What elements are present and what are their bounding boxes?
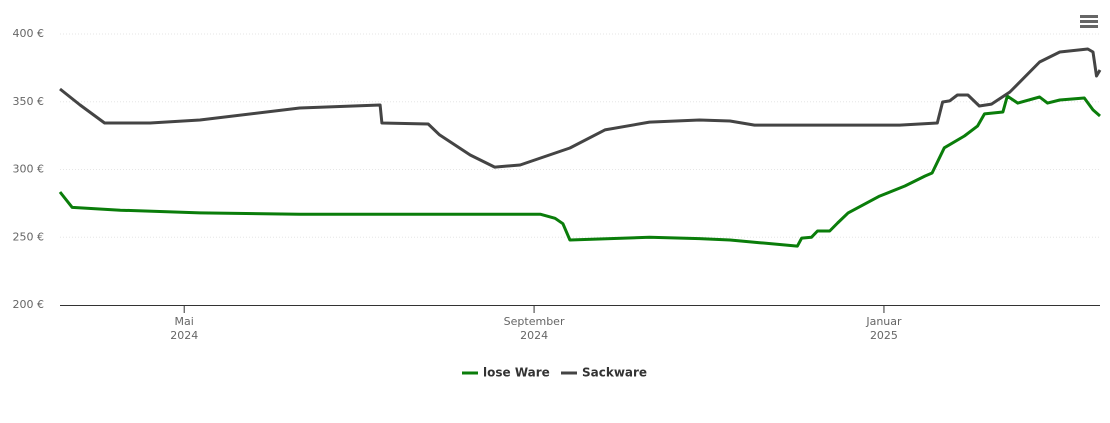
x-tick-label: Januar bbox=[865, 315, 902, 328]
legend-label: lose Ware bbox=[483, 366, 550, 380]
x-tick-label: 2024 bbox=[170, 329, 198, 342]
y-tick-label: 200 € bbox=[13, 298, 45, 311]
y-tick-label: 350 € bbox=[13, 95, 45, 108]
line bbox=[58, 94, 1101, 248]
x-tick-label: 2025 bbox=[870, 329, 898, 342]
menu-bar bbox=[1080, 15, 1098, 18]
x-tick-label: 2024 bbox=[520, 329, 548, 342]
menu-bar bbox=[1080, 20, 1098, 23]
line bbox=[59, 47, 1102, 169]
menu-button[interactable] bbox=[1080, 15, 1098, 28]
menu-bar bbox=[1080, 25, 1098, 28]
x-tick-label: Mai bbox=[175, 315, 194, 328]
legend-label: Sackware bbox=[582, 366, 647, 380]
y-tick-label: 250 € bbox=[13, 230, 45, 243]
y-tick-label: 300 € bbox=[13, 163, 45, 176]
y-tick-label: 400 € bbox=[13, 27, 45, 40]
x-tick-label: September bbox=[504, 315, 565, 328]
